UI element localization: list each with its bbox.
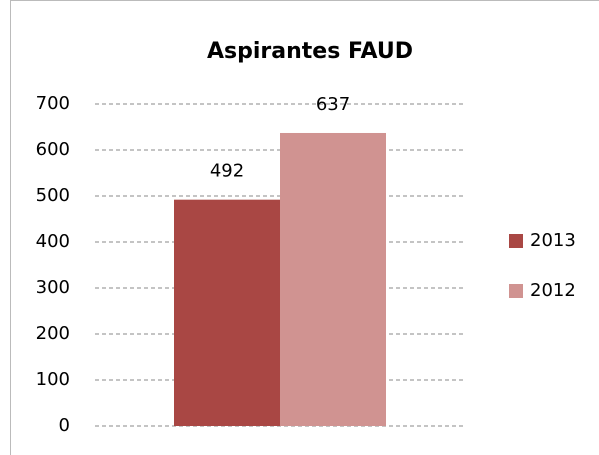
y-tick-label: 0 [59,415,70,436]
data-label: 637 [316,94,350,115]
y-tick-label: 700 [36,93,70,114]
y-tick-label: 500 [36,185,70,206]
data-label: 492 [210,161,244,182]
y-tick-label: 600 [36,139,70,160]
bar [174,199,280,426]
legend-swatch [509,234,523,248]
legend-label: 2013 [530,230,576,251]
y-tick-label: 100 [36,369,70,390]
y-tick-label: 400 [36,231,70,252]
legend-swatch [509,284,523,298]
y-tick-label: 200 [36,323,70,344]
chart-title: Aspirantes FAUD [207,39,413,64]
legend-label: 2012 [530,280,576,301]
y-tick-label: 300 [36,277,70,298]
bar [280,132,386,427]
